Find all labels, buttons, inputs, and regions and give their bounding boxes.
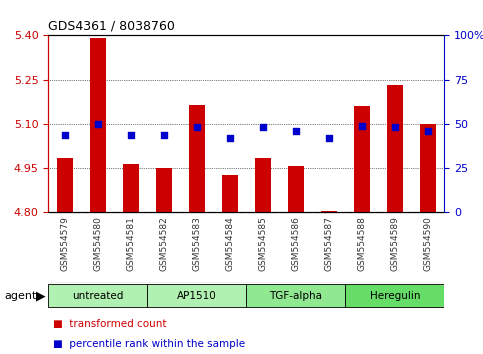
Point <box>424 128 432 134</box>
Text: ■  transformed count: ■ transformed count <box>53 319 167 329</box>
Bar <box>57 158 73 212</box>
Text: GSM554587: GSM554587 <box>325 216 333 271</box>
Point <box>160 132 168 137</box>
Point <box>94 121 102 127</box>
Bar <box>188 105 205 212</box>
Text: GSM554583: GSM554583 <box>192 216 201 271</box>
Text: GSM554584: GSM554584 <box>226 216 234 271</box>
Text: agent: agent <box>5 291 37 301</box>
Point <box>61 132 69 137</box>
Point <box>292 128 300 134</box>
Point <box>193 125 201 130</box>
Text: Heregulin: Heregulin <box>369 291 420 301</box>
Bar <box>156 167 172 212</box>
Bar <box>255 158 271 212</box>
Text: GSM554582: GSM554582 <box>159 216 168 271</box>
Bar <box>123 164 139 212</box>
Text: GSM554588: GSM554588 <box>357 216 366 271</box>
Point <box>358 123 366 129</box>
Bar <box>287 166 304 212</box>
Text: GDS4361 / 8038760: GDS4361 / 8038760 <box>48 20 175 33</box>
Text: TGF-alpha: TGF-alpha <box>270 291 322 301</box>
Bar <box>222 175 238 212</box>
Text: GSM554581: GSM554581 <box>127 216 135 271</box>
Text: ■  percentile rank within the sample: ■ percentile rank within the sample <box>53 339 245 349</box>
Text: GSM554586: GSM554586 <box>291 216 300 271</box>
Bar <box>420 124 436 212</box>
FancyBboxPatch shape <box>48 285 147 307</box>
Point <box>391 125 399 130</box>
Text: GSM554585: GSM554585 <box>258 216 267 271</box>
Bar <box>89 38 106 212</box>
Text: ▶: ▶ <box>36 289 46 302</box>
FancyBboxPatch shape <box>246 285 345 307</box>
Text: GSM554590: GSM554590 <box>424 216 432 271</box>
Bar <box>354 106 370 212</box>
Text: AP1510: AP1510 <box>177 291 217 301</box>
Text: GSM554580: GSM554580 <box>93 216 102 271</box>
Point <box>127 132 135 137</box>
Bar <box>321 211 337 212</box>
Text: untreated: untreated <box>72 291 124 301</box>
FancyBboxPatch shape <box>147 285 246 307</box>
Point <box>259 125 267 130</box>
FancyBboxPatch shape <box>345 285 444 307</box>
Bar <box>386 85 403 212</box>
Text: GSM554589: GSM554589 <box>390 216 399 271</box>
Text: GSM554579: GSM554579 <box>60 216 69 271</box>
Point <box>226 135 234 141</box>
Point <box>325 135 333 141</box>
